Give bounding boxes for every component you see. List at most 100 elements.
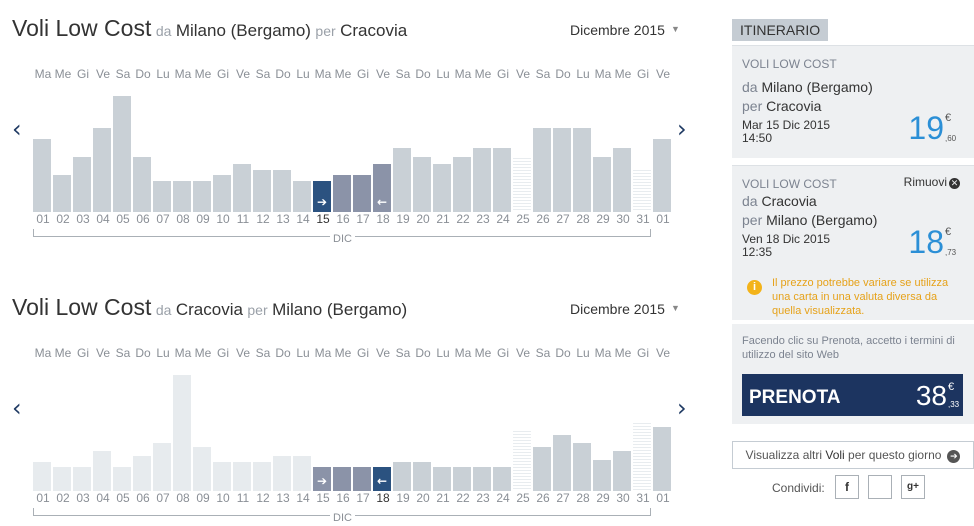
origin-prefix: da [742,79,758,95]
price-bar[interactable] [333,175,351,212]
price-bar[interactable] [273,170,291,212]
selected-date-bar[interactable]: ← [373,467,391,491]
price-bar[interactable] [473,467,491,491]
price-bar[interactable] [213,175,231,212]
price-bar[interactable] [293,181,311,212]
price-bar[interactable] [553,435,571,491]
price-bar[interactable] [53,467,71,491]
price-bar[interactable] [393,148,411,212]
weekday-label: Ma [314,67,332,81]
weekday-label: Gi [497,67,509,81]
prev-week-button[interactable]: ‹ [12,394,22,422]
next-week-button[interactable]: › [677,115,687,143]
price-bar[interactable] [153,181,171,212]
day-number: 31 [636,491,650,505]
price-bar[interactable] [153,443,171,491]
title-brand: Voli Low Cost [12,15,152,41]
day-number: 08 [176,491,190,505]
share-facebook-button[interactable]: f [835,475,859,499]
month-dropdown[interactable]: Dicembre 2015 ▼ [570,22,680,38]
price-bar[interactable] [453,157,471,212]
price-bar[interactable] [493,148,511,212]
price-bar[interactable] [413,157,431,212]
day-number: 03 [76,491,90,505]
weekday-label: Lu [296,67,310,81]
price-bar[interactable] [593,460,611,491]
price-bar[interactable] [193,447,211,491]
price-bar[interactable] [253,170,271,212]
price-bar[interactable] [573,443,591,491]
price-bar[interactable] [333,467,351,491]
weekday-label: Ma [34,346,52,360]
day-number: 23 [476,491,490,505]
price-bar[interactable] [253,462,271,491]
price-bar[interactable] [93,451,111,491]
day-number: 30 [616,491,630,505]
price-bar[interactable] [133,157,151,212]
weekday-label: Lu [436,346,450,360]
price-bar[interactable] [293,456,311,491]
price-bar[interactable]: ➔ [313,467,331,491]
day-number: 05 [116,212,130,226]
warning-icon: i [747,280,762,295]
price-bar[interactable] [33,139,51,212]
price-bar[interactable] [233,462,251,491]
price-bar[interactable] [73,467,91,491]
next-week-button[interactable]: › [677,394,687,422]
price-bar[interactable] [213,462,231,491]
selected-date-bar[interactable]: ➔ [313,181,331,212]
day-number: 09 [196,212,210,226]
price-bar[interactable] [593,157,611,212]
price-bar[interactable] [113,96,131,212]
day-number: 16 [336,212,350,226]
arrow-left-icon: ← [376,474,388,488]
price-bar[interactable] [413,462,431,491]
price-bar[interactable] [73,157,91,212]
price-bar[interactable] [133,456,151,491]
weekday-label: Ve [375,346,390,360]
price-bar[interactable] [53,175,71,212]
weekday-label: Ma [454,346,472,360]
price-bars: ➔ ← [33,366,673,491]
price-bar[interactable] [573,128,591,212]
price-bar[interactable]: ← [373,164,391,212]
book-button[interactable]: PRENOTA 38 € ,33 [742,374,963,416]
title-from-prefix: da [155,302,172,318]
price-bar[interactable] [553,128,571,212]
price-bar[interactable] [433,467,451,491]
price-bar[interactable] [493,467,511,491]
price-bar[interactable] [33,462,51,491]
price-bar[interactable] [193,181,211,212]
price-bar[interactable] [433,164,451,212]
price-bar[interactable] [453,467,471,491]
arrow-right-icon: ➔ [947,450,961,463]
price-bar[interactable] [473,148,491,212]
price-bar [633,170,651,212]
prev-week-button[interactable]: ‹ [12,115,22,143]
price-bar[interactable] [613,148,631,212]
price-bar[interactable] [533,128,551,212]
price-bar[interactable] [273,456,291,491]
day-number-row: 01 02 03 04 05 06 07 08 09 10 11 12 13 14 15 16 17 18 19 20… [33,491,673,511]
price-bar[interactable] [233,164,251,212]
more-flights-button[interactable]: Visualizza altri Voli per questo giorno ➔ [732,441,974,469]
price-bar[interactable] [113,467,131,491]
price-bar[interactable] [93,128,111,212]
price-bar[interactable] [653,427,671,491]
month-dropdown[interactable]: Dicembre 2015 ▼ [570,301,680,317]
price-bar[interactable] [393,462,411,491]
price-bar[interactable] [173,181,191,212]
price-bar[interactable] [533,447,551,491]
remove-flight-button[interactable]: Rimuovi ✕ [904,175,960,189]
price-bar[interactable] [353,175,371,212]
price-bar[interactable] [653,139,671,212]
title-brand: Voli Low Cost [12,294,152,320]
weekday-label: Lu [156,346,170,360]
day-number: 29 [596,491,610,505]
chevron-down-icon: ▼ [670,24,680,34]
price-bar[interactable] [353,467,371,491]
share-google-plus-button[interactable]: g+ [901,475,925,499]
price-bar[interactable] [173,375,191,491]
price-bar[interactable] [613,451,631,491]
share-twitter-button[interactable] [868,475,892,499]
